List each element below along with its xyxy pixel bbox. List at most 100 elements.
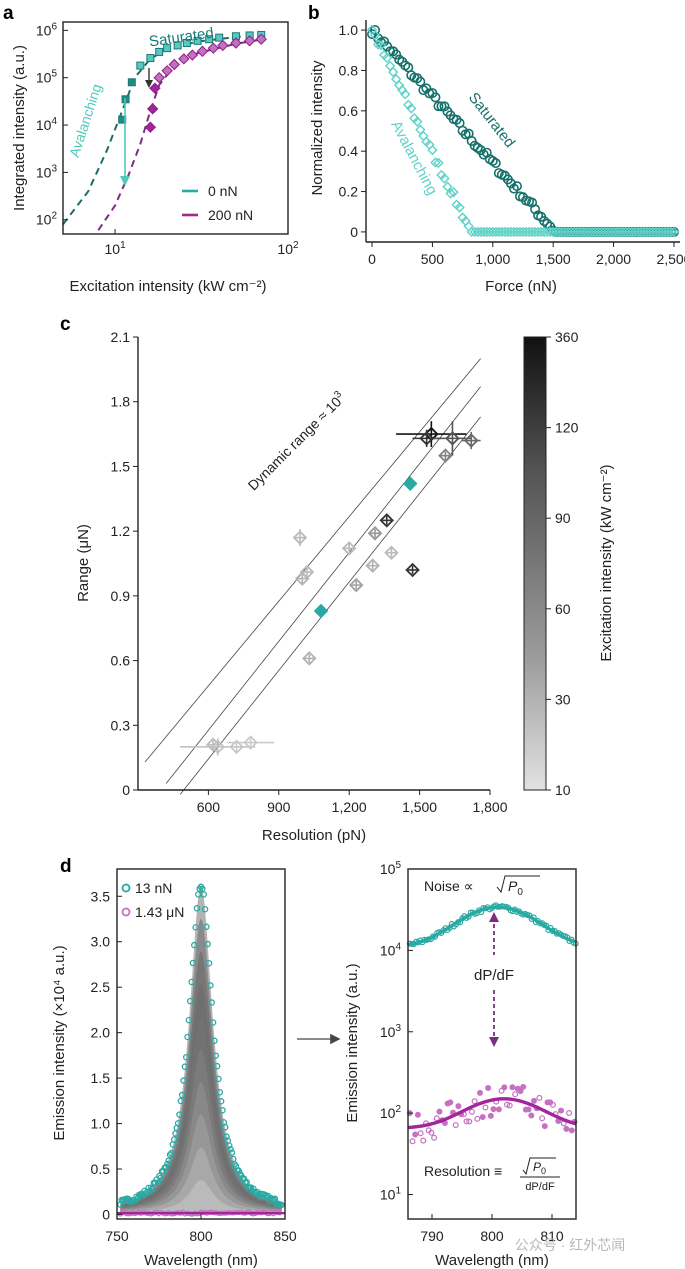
spectrum-13nN-point: [148, 1184, 155, 1192]
point-0nN: [182, 39, 191, 48]
avalanching-point: [369, 30, 381, 41]
panel-d-right-plot: [406, 902, 579, 1145]
avalanching-point: [421, 136, 432, 147]
range-point: [365, 558, 380, 573]
saturated-point: [421, 83, 432, 94]
panel-a-ytick-label: 105: [36, 69, 58, 86]
spectrum-143uN-point: [412, 1131, 419, 1138]
spectrum-13nN-point: [184, 1033, 191, 1041]
point-200nN: [255, 33, 267, 45]
spectrum-143uN-point: [431, 1134, 438, 1141]
slope-arrowhead-up: [489, 912, 499, 922]
panel-a-xlabel: Excitation intensity (kW cm⁻²): [69, 278, 266, 295]
spectrum-13nN-point: [152, 1179, 159, 1187]
spectrum-13nN-point: [193, 905, 201, 912]
colorbar-label: Excitation intensity (kW cm⁻²): [598, 464, 615, 661]
spectrum-13nN-fit: [407, 905, 577, 947]
range-point: [302, 651, 317, 666]
saturation-arrowhead: [145, 80, 153, 88]
spectrum-143uN-point: [466, 1118, 473, 1125]
avalanching-point: [406, 103, 417, 114]
avalanching-point: [475, 226, 486, 238]
spectrum-13nN-point: [205, 959, 213, 967]
avalanche-arrowhead: [120, 176, 130, 186]
spectrum-143uN-point: [409, 1138, 416, 1145]
intermediate-spectrum: [120, 885, 282, 1215]
panel-c-xtick-label: 1,500: [402, 799, 437, 815]
avalanching-point: [514, 226, 526, 238]
spectrum-13nN-point: [250, 1185, 257, 1193]
point-200nN: [196, 45, 209, 58]
point-200nN: [207, 42, 220, 54]
spectrum-143uN-point: [479, 1114, 486, 1121]
avalanching-point: [511, 226, 523, 238]
avalanching-point: [668, 226, 680, 238]
spectrum-13nN-point: [213, 1062, 221, 1070]
saturated-point: [539, 216, 550, 227]
spectrum-143uN-point: [477, 1089, 484, 1096]
point-0nN: [215, 33, 224, 42]
avalanching-point: [400, 89, 411, 100]
panel-a-ytick-label: 102: [36, 211, 58, 228]
spectrum-143uN-point: [463, 1118, 470, 1125]
panel-b-xtick-label: 1,500: [536, 251, 571, 267]
panel-b-xtick-label: 2,000: [596, 251, 631, 267]
avalanching-point: [484, 226, 495, 238]
avalanching-point: [496, 226, 508, 238]
spectrum-143uN-point: [474, 1115, 481, 1122]
range-point: [348, 577, 364, 593]
spectrum-143uN-point: [447, 1099, 454, 1106]
spectrum-13nN-point: [149, 1185, 156, 1193]
spectrum-13nN-point: [178, 1091, 186, 1099]
noise-sqrt-sign: [496, 875, 540, 894]
panel-c-ytick-label: 0: [122, 782, 130, 798]
intermediate-spectrum: [120, 1081, 282, 1215]
saturated-point: [433, 101, 444, 112]
panel-d-left-ytick-label: 0.5: [91, 1161, 111, 1177]
panel-d-left-xtick-label: 850: [273, 1228, 297, 1244]
panel-a-frame: [62, 21, 289, 235]
avalanching-point: [427, 144, 438, 156]
colorbar: [523, 336, 547, 791]
panel-d-left-ytick-label: 0: [102, 1206, 110, 1222]
range-point: [313, 603, 329, 619]
point-200nN: [186, 49, 199, 61]
spectrum-143uN-point: [557, 1107, 564, 1114]
avalanching-point: [493, 226, 505, 238]
range-point: [438, 448, 453, 463]
avalanching-point: [532, 226, 544, 238]
spectrum-143uN-point: [468, 1108, 475, 1115]
panel-a-ytick-label: 103: [36, 163, 58, 180]
spectrum-13nN-point: [162, 1163, 170, 1171]
spectrum-143uN-point: [436, 1108, 443, 1115]
panel-b-ytick-label: 0.6: [339, 103, 359, 119]
point-200nN: [146, 103, 159, 115]
saturated-point: [511, 181, 522, 192]
point-200nN: [168, 58, 180, 71]
panel-b-ytick-label: 0.2: [339, 184, 359, 200]
panel-d-right-xlabel: Wavelength (nm): [435, 1252, 549, 1269]
avalanching-point: [508, 226, 520, 238]
avalanching-point: [433, 157, 444, 169]
spectrum-13nN-point: [166, 1151, 174, 1158]
panel-c-xtick-label: 600: [197, 799, 221, 815]
panel-d-left-ytick-label: 1.0: [91, 1116, 111, 1132]
panel-c-plot: [144, 358, 481, 795]
panel-b-xtick-label: 0: [368, 251, 376, 267]
intermediate-spectrum: [120, 1016, 282, 1215]
intermediate-spectrum: [120, 1147, 282, 1215]
panel-a-xtick-label: 102: [277, 240, 299, 257]
panel-b-xtick-label: 500: [421, 251, 445, 267]
resolution-annotation: Resolution ≡: [424, 1163, 502, 1179]
panel-c-xlabel: Resolution (pN): [262, 827, 366, 844]
avalanching-point: [451, 199, 462, 210]
spectrum-143uN-point: [520, 1083, 527, 1090]
panel-a: a 101 102 102 103 104 105 106 Integrated inten…: [3, 3, 299, 295]
saturated-point: [436, 101, 447, 112]
panel-a-xtick-label: 101: [104, 240, 126, 257]
spectrum-13nN-point: [211, 1037, 218, 1044]
spectrum-143uN-point: [541, 1123, 548, 1130]
panel-d-left-ytick-label: 1.5: [91, 1070, 111, 1086]
panel-d-right-ytick-label: 103: [380, 1023, 402, 1040]
panel-b-label: b: [308, 3, 320, 24]
